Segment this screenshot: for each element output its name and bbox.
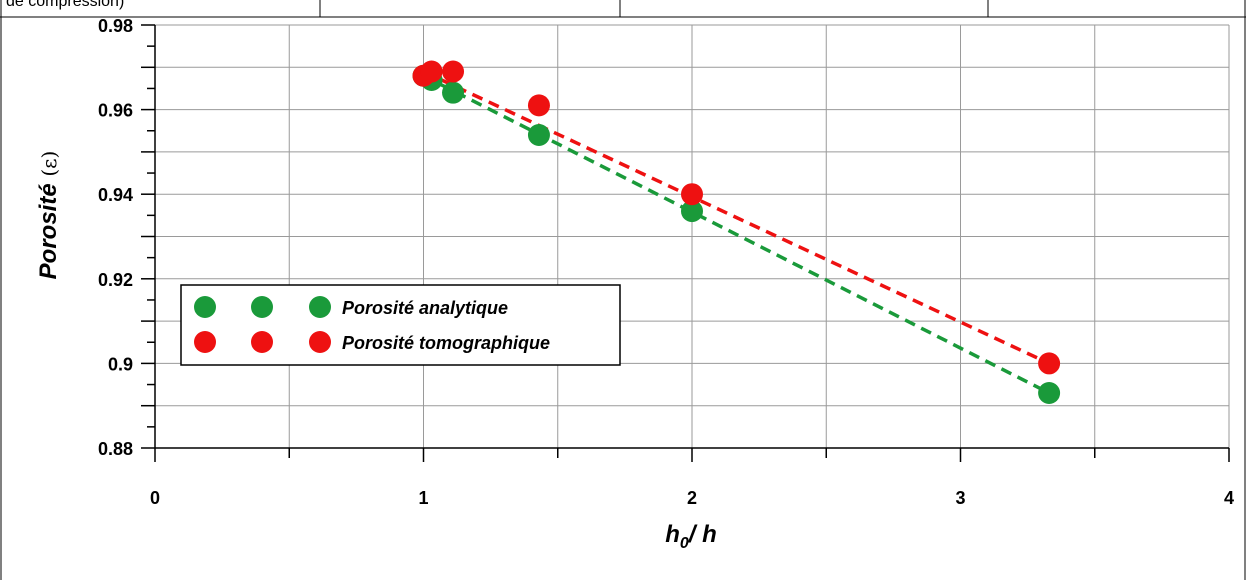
point-tomographique	[420, 60, 443, 83]
y-axis-label-main: Porosité	[35, 183, 62, 279]
x-axis-label: h0/ h	[665, 521, 717, 552]
legend-box	[180, 284, 621, 366]
y-tick-label: 0.94	[98, 185, 133, 205]
legend-label: Porosité analytique	[342, 298, 508, 318]
point-analytique	[527, 123, 550, 146]
point-tomographique	[681, 183, 703, 206]
axes: 0 1 2 3 4 0.88 0.9 0.92 0.94 0.96 0.98	[98, 16, 1234, 508]
y-tick-label: 0.92	[98, 270, 133, 290]
x-tick-label: 0	[150, 488, 160, 508]
point-tomographique	[442, 60, 465, 83]
data-points	[412, 60, 1061, 405]
legend-marker	[251, 331, 273, 353]
trend-line	[422, 69, 1050, 365]
trend-line	[422, 74, 1050, 395]
x-axis-label-sub: 0	[680, 535, 689, 552]
y-axis-label-symbol: (ε)	[37, 151, 61, 177]
legend-label: Porosité tomographique	[342, 333, 550, 353]
grid-lines	[155, 24, 1230, 448]
legend-marker	[251, 296, 273, 318]
x-tick-label: 1	[418, 488, 428, 508]
x-axis-label-rest: / h	[688, 521, 717, 548]
legend-marker	[309, 296, 331, 318]
legend-marker	[309, 331, 331, 353]
y-tick-label: 0.88	[98, 439, 133, 459]
y-axis-label: Porosité (ε)	[35, 151, 62, 280]
legend-marker	[194, 331, 216, 353]
point-analytique	[1038, 382, 1061, 405]
legend-marker	[194, 296, 216, 318]
y-tick-label: 0.96	[98, 101, 133, 121]
point-tomographique	[527, 94, 550, 117]
x-tick-label: 3	[955, 488, 965, 508]
x-axis-label-main: h	[665, 521, 680, 548]
x-tick-label: 4	[1224, 488, 1234, 508]
y-tick-label: 0.9	[108, 354, 133, 374]
legend: Porosité analytique Porosité tomographiqu…	[180, 284, 621, 366]
header-fragment: de compression)	[6, 0, 124, 10]
trend-lines	[422, 69, 1050, 395]
point-tomographique	[1038, 352, 1061, 375]
y-tick-label: 0.98	[98, 16, 133, 36]
x-tick-label: 2	[687, 488, 697, 508]
point-analytique	[442, 81, 465, 104]
point-analytique	[681, 200, 703, 223]
